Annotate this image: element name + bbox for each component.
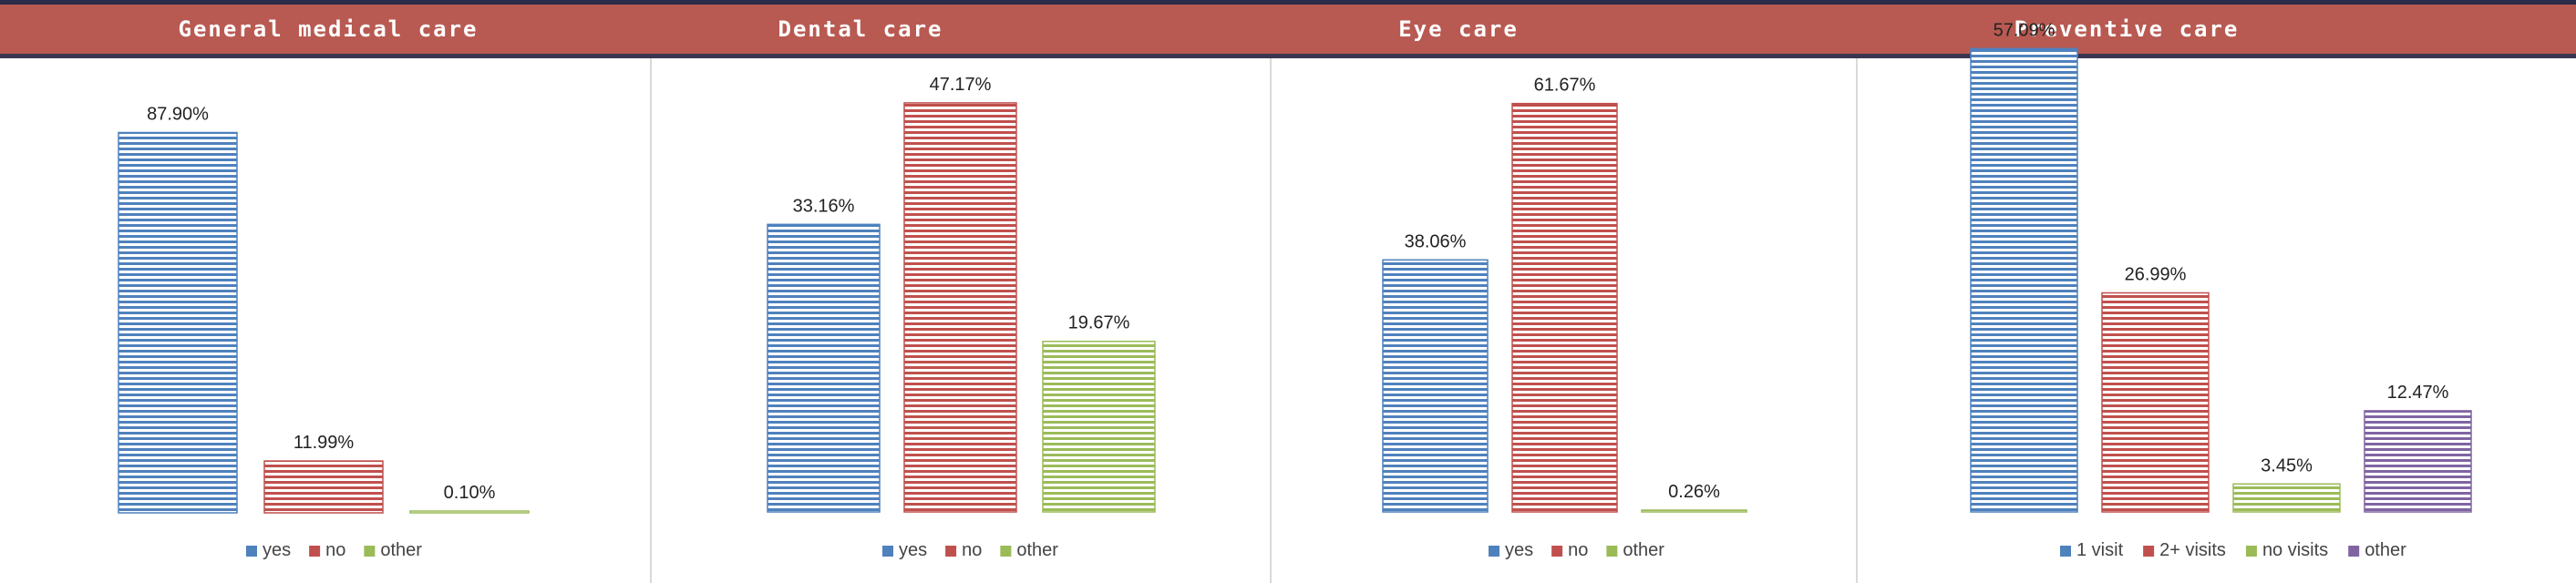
bar-no-visits [2232, 483, 2341, 513]
chart-title-eye-care: Eye care [1398, 16, 1519, 42]
data-label-yes: 38.06% [1405, 231, 1467, 251]
legend-swatch-yes [246, 546, 257, 557]
bar-other [409, 510, 530, 514]
chart-title-general-medical-care: General medical care [178, 16, 479, 42]
data-label-yes: 87.90% [147, 104, 209, 124]
legend-swatch-yes [882, 546, 893, 557]
panel-divider [1856, 58, 1858, 583]
data-label-no: 47.17% [930, 75, 992, 95]
legend-swatch-other [1000, 546, 1012, 557]
data-label-no: 11.99% [294, 433, 355, 453]
legend-label-1-visit: 1 visit [2076, 540, 2124, 560]
bar-no [263, 460, 384, 514]
bar-other [1042, 340, 1156, 513]
data-label-other: 19.67% [1068, 313, 1130, 333]
data-label-1-visit: 57.09% [1994, 20, 2056, 40]
legend-label-yes: yes [1505, 540, 1533, 560]
legend-swatch-other [2348, 546, 2360, 557]
data-label-yes: 33.16% [793, 196, 855, 216]
chart-title-preventive-care: Preventive care [2014, 16, 2240, 42]
data-label-other: 0.10% [444, 483, 496, 503]
legend-label-yes: yes [899, 540, 927, 560]
legend-swatch-no [945, 546, 957, 557]
data-label-other: 12.47% [2387, 383, 2449, 403]
legend-label-no-visits: no visits [2262, 540, 2328, 560]
legend-label-no: no [325, 540, 345, 560]
legend-swatch-other [364, 546, 376, 557]
title-bar-bottom-line [0, 54, 2576, 58]
legend-label-other: other [1623, 540, 1664, 560]
data-label-no: 61.67% [1534, 76, 1596, 96]
legend-label-yes: yes [263, 540, 291, 560]
legend-swatch-no [1551, 546, 1563, 557]
legend-swatch-yes [1489, 546, 1499, 557]
legend-label-no: no [962, 540, 982, 560]
legend-swatch-no-visits [2245, 546, 2257, 557]
bar-other [2364, 410, 2472, 513]
legend-label-2-visits: 2+ visits [2159, 540, 2226, 560]
bar-yes [1382, 259, 1489, 513]
bar-yes [118, 131, 238, 514]
bar-other [1641, 509, 1747, 513]
legend-swatch-1-visit [2060, 546, 2071, 557]
data-label-no-visits: 3.45% [2261, 455, 2313, 476]
panel-divider [1270, 58, 1272, 583]
title-bar [0, 5, 2576, 54]
bar-no [903, 102, 1017, 513]
header-top-line [0, 0, 2576, 5]
panel-divider [650, 58, 652, 583]
legend-label-other: other [2365, 540, 2406, 560]
bar-no [1511, 102, 1618, 513]
legend-label-other: other [380, 540, 422, 560]
legend-swatch-2-visits [2143, 546, 2155, 557]
chart-title-dental-care: Dental care [778, 16, 943, 42]
bar-2-visits [2101, 292, 2210, 513]
legend-swatch-no [309, 546, 321, 557]
legend-label-other: other [1016, 540, 1058, 560]
bar-yes [767, 223, 881, 513]
data-label-2-visits: 26.99% [2125, 265, 2187, 285]
bar-1-visit [1970, 47, 2078, 513]
legend-swatch-other [1606, 546, 1618, 557]
legend-label-no: no [1568, 540, 1588, 560]
data-label-other: 0.26% [1668, 482, 1720, 502]
